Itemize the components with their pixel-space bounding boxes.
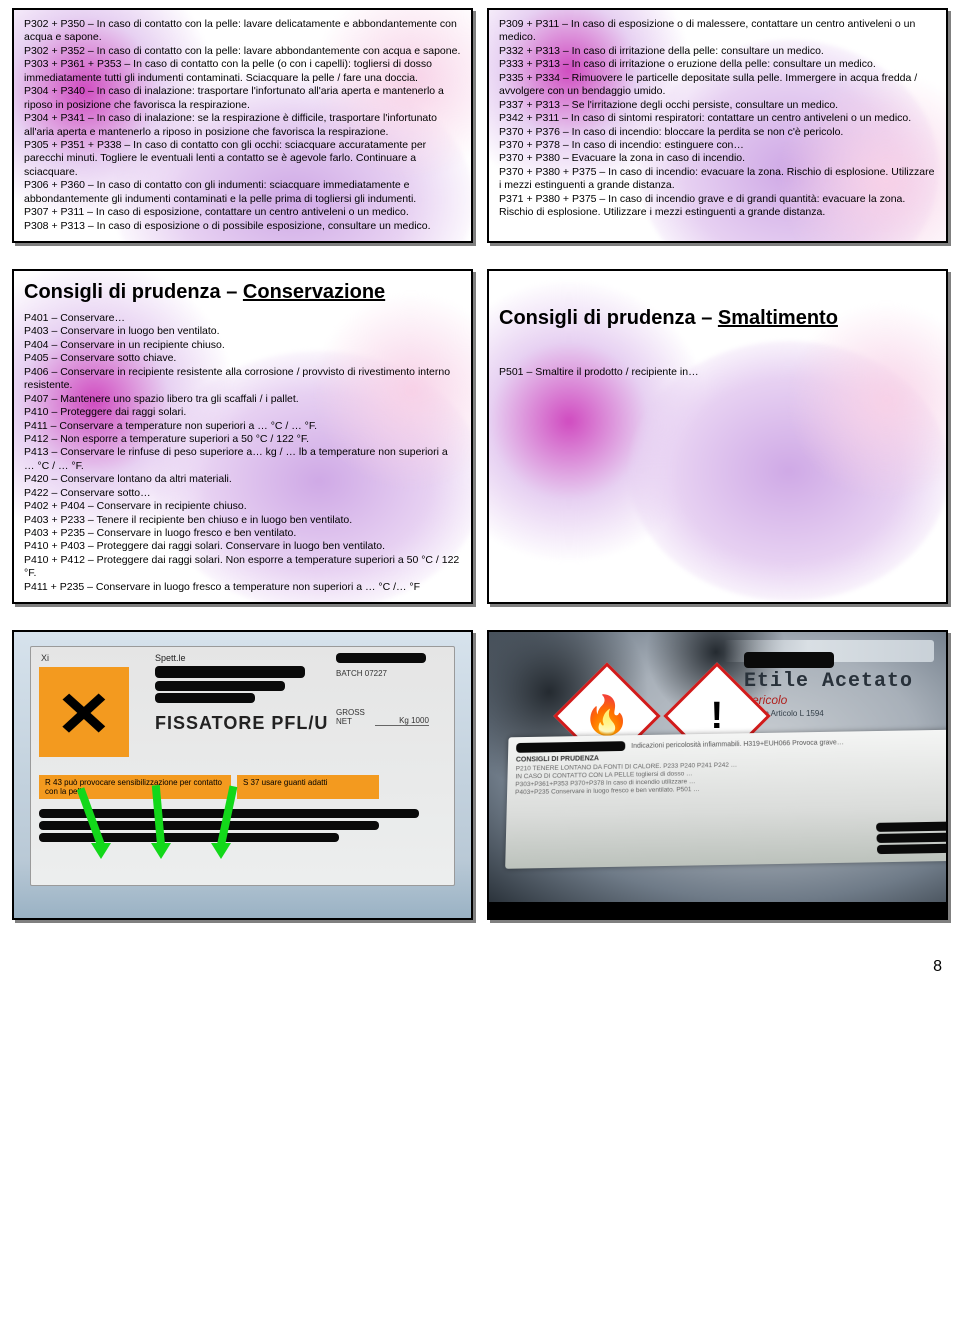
p-statement: P501 – Smaltire il prodotto / recipiente… bbox=[499, 366, 936, 379]
hazard-irritant-icon: × bbox=[39, 667, 129, 757]
product-name: FISSATORE PFL/U bbox=[155, 713, 330, 734]
panel-disposal: Consigli di prudenza – Smaltimento P501 … bbox=[487, 269, 948, 604]
p-statement: P335 + P334 – Rimuovere le particelle de… bbox=[499, 72, 936, 99]
p-statement: P337 + P313 – Se l'irritazione degli occ… bbox=[499, 99, 936, 112]
reaction-list-right: P309 + P311 – In caso di esposizione o d… bbox=[499, 18, 936, 220]
p-statement: P302 + P352 – In caso di contatto con la… bbox=[24, 45, 461, 58]
p-statement: P412 – Non esporre a temperature superio… bbox=[24, 433, 461, 446]
p-statement: P403 – Conservare in luogo ben ventilato… bbox=[24, 325, 461, 338]
disposal-title-plain: Consigli di prudenza – bbox=[499, 307, 718, 329]
disposal-title-under: Smaltimento bbox=[718, 307, 838, 329]
p-statement: P422 – Conservare sotto… bbox=[24, 487, 461, 500]
p-statement: P304 + P340 – In caso di inalazione: tra… bbox=[24, 85, 461, 112]
storage-title: Consigli di prudenza – Conservazione bbox=[24, 281, 461, 304]
p-statement: P370 + P380 + P375 – In caso di incendio… bbox=[499, 166, 936, 193]
drum-product: Etile Acetato bbox=[744, 670, 934, 693]
p-statement: P309 + P311 – In caso di esposizione o d… bbox=[499, 18, 936, 45]
p-statement: P308 + P313 – In caso di esposizione o d… bbox=[24, 220, 461, 233]
p-statement: P405 – Conservare sotto chiave. bbox=[24, 352, 461, 365]
panel-drum-photo: Etile Acetato Pericolo Codice Articolo L… bbox=[487, 630, 948, 920]
p-statement: P306 + P360 – In caso di contatto con gl… bbox=[24, 179, 461, 206]
p-statement: P420 – Conservare lontano da altri mater… bbox=[24, 473, 461, 486]
net-label: NET bbox=[336, 717, 365, 726]
p-statement: P404 – Conservare in un recipiente chius… bbox=[24, 339, 461, 352]
p-statement: P370 + P376 – In caso di incendio: blocc… bbox=[499, 126, 936, 139]
p-statement: P403 + P233 – Tenere il recipiente ben c… bbox=[24, 514, 461, 527]
p-statement: P401 – Conservare… bbox=[24, 312, 461, 325]
p-statement: P411 + P235 – Conservare in luogo fresco… bbox=[24, 581, 461, 594]
kg-value: Kg 1000 bbox=[375, 716, 429, 726]
drum-white-label: Indicazioni pericolosità infiammabili. H… bbox=[505, 729, 946, 869]
panel-reaction-left: P302 + P350 – In caso di contatto con la… bbox=[12, 8, 473, 243]
p-statement: P411 – Conservare a temperature non supe… bbox=[24, 420, 461, 433]
p-statement: P410 + P412 – Proteggere dai raggi solar… bbox=[24, 554, 461, 581]
disposal-title: Consigli di prudenza – Smaltimento bbox=[499, 307, 936, 330]
p-statement: P332 + P313 – In caso di irritazione del… bbox=[499, 45, 936, 58]
p-statement: P370 + P378 – In caso di incendio: estin… bbox=[499, 139, 936, 152]
page-number: 8 bbox=[933, 958, 942, 976]
s37-text: S 37 usare guanti adatti bbox=[237, 775, 379, 799]
storage-title-under: Conservazione bbox=[243, 281, 385, 303]
p-statement: P342 + P311 – In caso di sintomi respira… bbox=[499, 112, 936, 125]
panel-storage: Consigli di prudenza – Conservazione P40… bbox=[12, 269, 473, 604]
drum-codice: Codice Articolo L 1594 bbox=[744, 709, 934, 718]
drum-hline: Indicazioni pericolosità infiammabili. H… bbox=[631, 737, 946, 750]
panel-label-photo: Xi × Spett.le FISSATORE PFL/U bbox=[12, 630, 473, 920]
p-statement: P413 – Conservare le rinfuse di peso sup… bbox=[24, 446, 461, 473]
disposal-list: P501 – Smaltire il prodotto / recipiente… bbox=[499, 366, 936, 379]
p-statement: P304 + P341 – In caso di inalazione: se … bbox=[24, 112, 461, 139]
reaction-list-left: P302 + P350 – In caso di contatto con la… bbox=[24, 18, 461, 233]
panel-reaction-right: P309 + P311 – In caso di esposizione o d… bbox=[487, 8, 948, 243]
p-statement: P307 + P311 – In caso di esposizione, co… bbox=[24, 206, 461, 219]
p-statement: P371 + P380 + P375 – In caso di incendio… bbox=[499, 193, 936, 220]
storage-title-plain: Consigli di prudenza – bbox=[24, 281, 243, 303]
drum-pericolo: Pericolo bbox=[744, 693, 934, 707]
storage-list: P401 – Conservare…P403 – Conservare in l… bbox=[24, 312, 461, 594]
p-statement: P410 + P403 – Proteggere dai raggi solar… bbox=[24, 540, 461, 553]
p-statement: P302 + P350 – In caso di contatto con la… bbox=[24, 18, 461, 45]
p-statement: P403 + P235 – Conservare in luogo fresco… bbox=[24, 527, 461, 540]
xi-code: Xi bbox=[41, 653, 149, 663]
p-statement: P407 – Mantenere uno spazio libero tra g… bbox=[24, 393, 461, 406]
p-statement: P406 – Conservare in recipiente resisten… bbox=[24, 366, 461, 393]
batch-code: BATCH 07227 bbox=[336, 669, 446, 678]
p-statement: P333 + P313 – In caso di irritazione o e… bbox=[499, 58, 936, 71]
gross-label: GROSS bbox=[336, 708, 365, 717]
p-statement: P303 + P361 + P353 – In caso di contatto… bbox=[24, 58, 461, 85]
p-statement: P370 + P380 – Evacuare la zona in caso d… bbox=[499, 152, 936, 165]
p-statement: P410 – Proteggere dai raggi solari. bbox=[24, 406, 461, 419]
r45-text: R 43 può provocare sensibilizzazione per… bbox=[39, 775, 231, 799]
spett: Spett.le bbox=[155, 653, 330, 663]
p-statement: P402 + P404 – Conservare in recipiente c… bbox=[24, 500, 461, 513]
p-statement: P305 + P351 + P338 – In caso di contatto… bbox=[24, 139, 461, 179]
